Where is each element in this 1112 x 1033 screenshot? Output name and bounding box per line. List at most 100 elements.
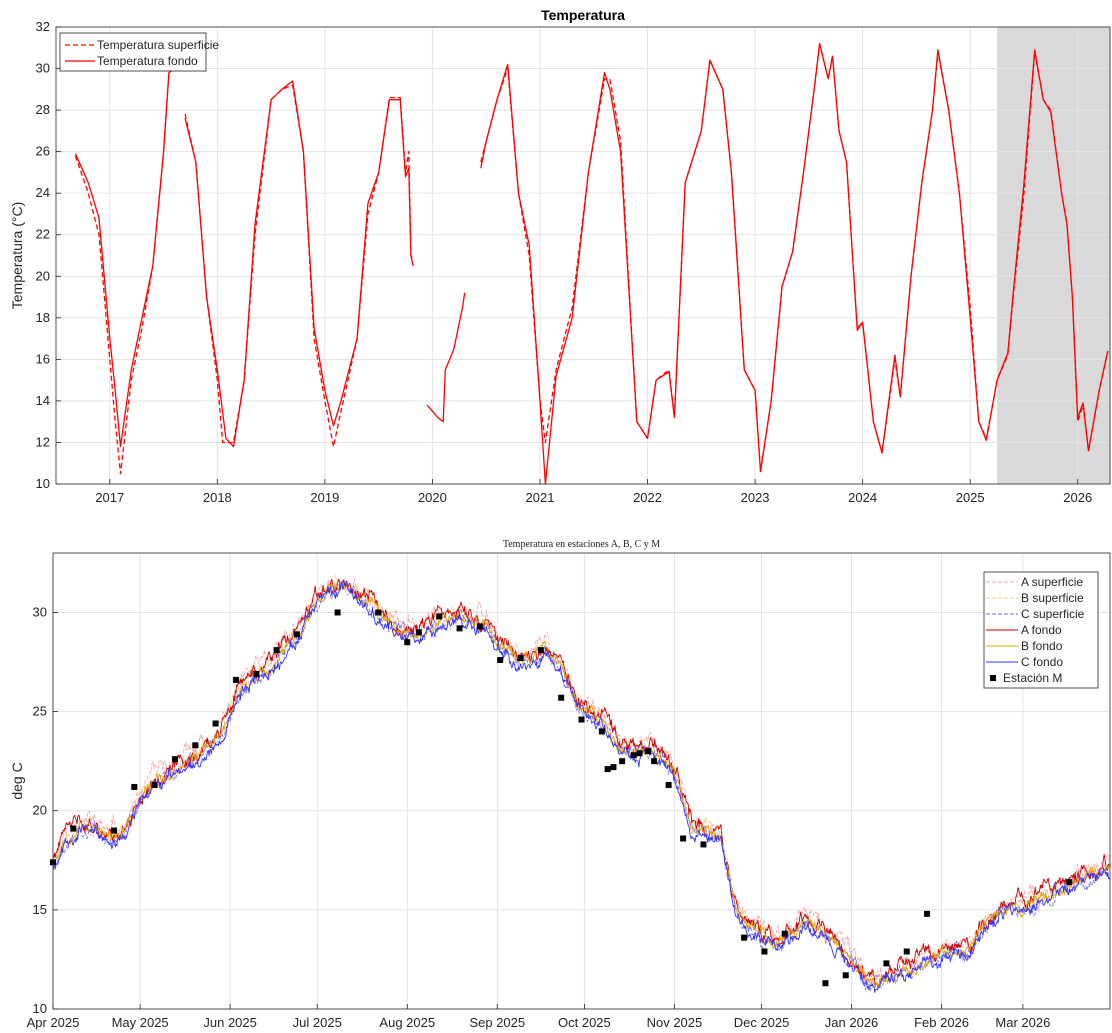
top-ytick-label-28: 28 (36, 102, 50, 117)
top-highlight-region (997, 27, 1110, 484)
bottom-xtick-label-jan-2026: Jan 2026 (825, 1015, 879, 1030)
top-xtick-label-2022: 2022 (633, 490, 662, 505)
series-estacion-m-point-14 (404, 639, 411, 646)
top-xtick-label-2019: 2019 (310, 490, 339, 505)
series-estacion-m-point-11 (293, 631, 300, 638)
top-xtick-label-2024: 2024 (848, 490, 877, 505)
series-a-fondo (52, 578, 1111, 988)
series-estacion-m-point-40 (883, 960, 890, 967)
legend-label-c-fondo: C fondo (1021, 655, 1063, 669)
legend-label-b-fondo: B fondo (1021, 639, 1063, 653)
series-estacion-m-point-37 (781, 930, 788, 937)
legend-label-a-fondo: A fondo (1021, 623, 1062, 637)
series-estacion-m-point-43 (1066, 879, 1073, 886)
series-estacion-m-point-41 (903, 948, 910, 955)
bottom-legend: A superficie B superficie C superficie A fo… (983, 571, 1099, 689)
series-temperatura-fondo-segment-3 (480, 42, 1109, 485)
bottom-xtick-label-dec-2025: Dec 2025 (734, 1015, 790, 1030)
series-estacion-m-point-34 (700, 841, 707, 848)
top-ytick-label-30: 30 (36, 61, 50, 76)
bottom-xtick-label-oct-2025: Oct 2025 (558, 1015, 611, 1030)
bottom-ytick-label-25: 25 (33, 704, 47, 719)
series-c-fondo (52, 580, 1111, 994)
series-temperatura-fondo-segment-2 (426, 292, 466, 423)
legend-label-temperatura-superficie: Temperatura superficie (97, 38, 219, 52)
top-ytick-label-22: 22 (36, 227, 50, 242)
top-legend-box (59, 32, 207, 72)
series-estacion-m-point-9 (253, 670, 260, 677)
top-ytick-label-14: 14 (36, 393, 50, 408)
series-estacion-m-point-19 (497, 657, 504, 664)
series-estacion-m-point-32 (665, 781, 672, 788)
bottom-xtick-label-mar-2026: Mar 2026 (995, 1015, 1050, 1030)
bottom-xtick-label-apr-2025: Apr 2025 (27, 1015, 80, 1030)
series-temperatura-fondo-segment-0 (74, 67, 175, 448)
bottom-chart-title: Temperatura en estaciones A, B, C y M (503, 539, 660, 550)
series-temperatura-superficie-segment-1 (184, 84, 414, 448)
series-estacion-m-point-39 (842, 972, 849, 979)
series-estacion-m-point-13 (375, 609, 382, 616)
series-estacion-m-point-30 (645, 748, 652, 755)
series-estacion-m-point-7 (212, 720, 219, 727)
series-estacion-m-point-27 (619, 758, 626, 765)
series-estacion-m-point-18 (476, 623, 483, 630)
bottom-ytick-label-15: 15 (33, 902, 47, 917)
legend-label-estacion-m: Estación M (1003, 671, 1062, 685)
bottom-ytick-label-10: 10 (33, 1001, 47, 1016)
legend-label-a-superficie: A superficie (1021, 575, 1083, 589)
top-chart-title: Temperatura (541, 7, 625, 23)
top-chart: 2017 2018 2019 2020 2021 2022 2023 2024 2025 2026… (9, 7, 1111, 505)
bottom-ytick-label-20: 20 (33, 803, 47, 818)
series-estacion-m-point-24 (598, 728, 605, 735)
bottom-chart: Apr 2025 May 2025 Jun 2025 Jul 2025 Aug 2025… (9, 539, 1111, 1030)
series-estacion-m-point-38 (822, 980, 829, 987)
top-xtick-label-2025: 2025 (956, 490, 985, 505)
series-estacion-m-point-33 (680, 835, 687, 842)
top-xtick-label-2020: 2020 (418, 490, 447, 505)
bottom-xtick-label-may-2025: May 2025 (112, 1015, 169, 1030)
bottom-xtick-label-feb-2026: Feb 2026 (914, 1015, 969, 1030)
top-ytick-label-12: 12 (36, 434, 50, 449)
legend-label-b-superficie: B superficie (1021, 591, 1084, 605)
series-estacion-m-point-5 (171, 756, 178, 763)
top-chart-ylabel: Temperatura (°C) (9, 202, 25, 310)
bottom-xtick-label-jun-2025: Jun 2025 (203, 1015, 257, 1030)
series-estacion-m-point-3 (131, 783, 138, 790)
series-estacion-m-point-12 (334, 609, 341, 616)
series-estacion-m-point-23 (578, 716, 585, 723)
top-xtick-label-2017: 2017 (95, 490, 124, 505)
series-temperatura-superficie-segment-2 (480, 42, 1109, 473)
series-estacion-m-point-17 (456, 625, 463, 632)
legend-label-c-superficie: C superficie (1021, 607, 1085, 621)
series-temperatura-fondo-segment-1 (184, 80, 414, 448)
top-ytick-label-20: 20 (36, 268, 50, 283)
top-ytick-label-24: 24 (36, 185, 50, 200)
top-plot-frame (55, 26, 1111, 485)
series-estacion-m-point-35 (741, 934, 748, 941)
series-estacion-m-point-10 (273, 647, 280, 654)
series-estacion-m-point-16 (436, 613, 443, 620)
series-b-superficie (52, 574, 1111, 987)
top-xtick-label-2021: 2021 (526, 490, 555, 505)
bottom-xtick-label-aug-2025: Aug 2025 (379, 1015, 435, 1030)
series-estacion-m-point-26 (610, 764, 617, 771)
series-estacion-m-point-6 (192, 742, 199, 749)
series-estacion-m-point-28 (630, 752, 637, 759)
top-xtick-label-2018: 2018 (203, 490, 232, 505)
bottom-plot-frame (52, 552, 1111, 1010)
series-estacion-m-point-8 (232, 676, 239, 683)
bottom-chart-ylabel: deg C (9, 762, 25, 799)
top-ytick-label-32: 32 (36, 19, 50, 34)
series-estacion-m-point-20 (517, 655, 524, 662)
series-estacion-m-point-4 (151, 781, 158, 788)
bottom-xtick-label-nov-2025: Nov 2025 (647, 1015, 703, 1030)
bottom-xtick-label-sep-2025: Sep 2025 (469, 1015, 525, 1030)
series-estacion-m-point-29 (636, 750, 643, 757)
series-estacion-m-point-2 (110, 827, 117, 834)
top-xtick-label-2026: 2026 (1063, 490, 1092, 505)
series-estacion-m-point-22 (558, 694, 565, 701)
legend-swatch-estacion-m (990, 675, 996, 681)
series-c-superficie (52, 578, 1111, 991)
bottom-xtick-label-jul-2025: Jul 2025 (293, 1015, 342, 1030)
